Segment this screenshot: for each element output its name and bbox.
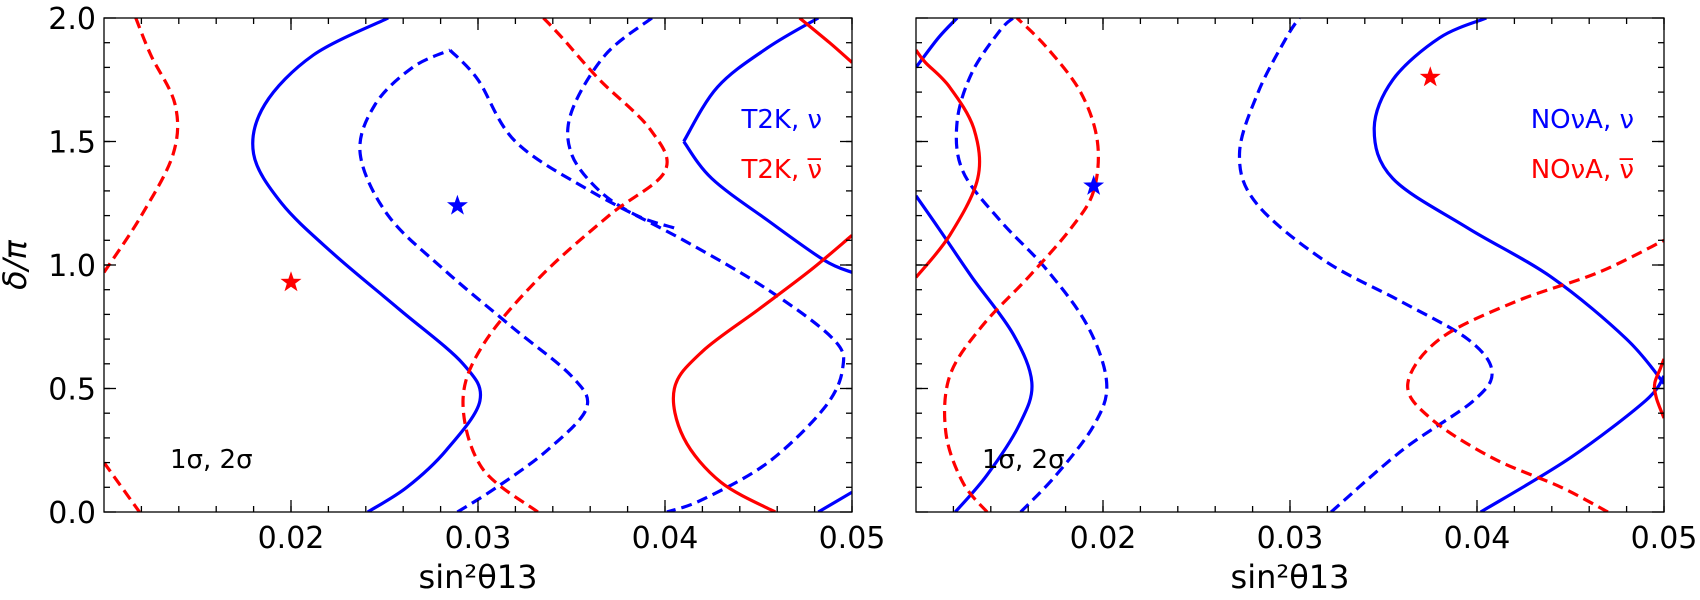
left-series-0-segment-3 <box>817 490 852 512</box>
right-x-tick-label: 0.03 <box>1257 521 1324 556</box>
left-legend-entry-1: T2K, ν̅ <box>740 155 822 185</box>
right-series-3-segment-1 <box>1406 238 1664 512</box>
left-curves <box>104 18 852 512</box>
right-x-tick-label: 0.04 <box>1444 521 1511 556</box>
right-x-axis-label: sin²θ13 <box>1231 558 1350 596</box>
right-legend-entry-0: NOνA, ν <box>1531 105 1634 135</box>
left-y-tick-label: 2.0 <box>48 2 96 37</box>
right-series-2-segment-0 <box>916 49 982 279</box>
right-series-1-segment-0 <box>954 18 1109 512</box>
left-series-0-segment-0 <box>251 18 483 512</box>
left-x-tick-label: 0.05 <box>819 521 886 556</box>
left-plot-frame <box>103 17 853 513</box>
left-y-tick-label: 0.5 <box>48 373 96 408</box>
right-panel-nova: 0.02 0.03 0.04 0.05 sin²θ13 NOνA, ν NOνA, ν̅ 1σ… <box>915 17 1698 596</box>
right-x-tick-label: 0.05 <box>1631 521 1698 556</box>
left-y-axis-label: δ/π <box>0 239 34 289</box>
left-series-1-segment-2 <box>566 18 675 230</box>
left-x-tick-label: 0.03 <box>445 521 512 556</box>
left-series-1-segment-0 <box>358 48 590 512</box>
right-series-1-segment-1 <box>1237 18 1494 512</box>
left-best-fit-star-0 <box>447 194 468 215</box>
right-series-0-segment-0 <box>916 194 1034 512</box>
right-series-0-segment-2 <box>1479 375 1664 512</box>
left-legend-entry-0: T2K, ν <box>740 105 822 135</box>
right-curves <box>916 18 1664 512</box>
left-x-axis-label: sin²θ13 <box>419 558 538 596</box>
left-series-3-segment-2 <box>461 18 669 512</box>
right-legend-entry-1: NOνA, ν̅ <box>1531 155 1634 185</box>
left-x-tick-label: 0.02 <box>258 521 325 556</box>
right-best-fit-star-0 <box>1083 175 1105 195</box>
left-series-2-segment-1 <box>798 18 852 64</box>
left-y-tick-label: 0.0 <box>48 496 96 531</box>
right-plot-frame <box>915 17 1665 513</box>
right-x-tick-label: 0.02 <box>1070 521 1137 556</box>
left-series-2-segment-0 <box>671 234 852 512</box>
left-series-3-segment-1 <box>104 461 141 512</box>
right-series-0-segment-3 <box>1372 18 1664 385</box>
left-best-fit-star-1 <box>280 271 302 292</box>
right-best-fit-star-1 <box>1419 66 1441 87</box>
left-series-0-segment-2 <box>682 18 820 143</box>
left-y-tick-label: 1.5 <box>48 126 96 161</box>
left-panel-t2k: 0.02 0.03 0.04 0.05 0.0 0.5 1.0 1.5 2.0 sin²θ13 δ/… <box>0 2 885 596</box>
right-sigma-annotation: 1σ, 2σ <box>982 445 1065 475</box>
left-series-0-segment-1 <box>682 140 852 274</box>
right-series-2-segment-1 <box>1652 358 1664 419</box>
left-series-3-segment-0 <box>104 18 180 274</box>
left-sigma-annotation: 1σ, 2σ <box>170 445 253 475</box>
left-y-tick-label: 1.0 <box>48 249 96 284</box>
right-series-3-segment-0 <box>942 18 1100 512</box>
left-x-tick-label: 0.04 <box>632 521 699 556</box>
